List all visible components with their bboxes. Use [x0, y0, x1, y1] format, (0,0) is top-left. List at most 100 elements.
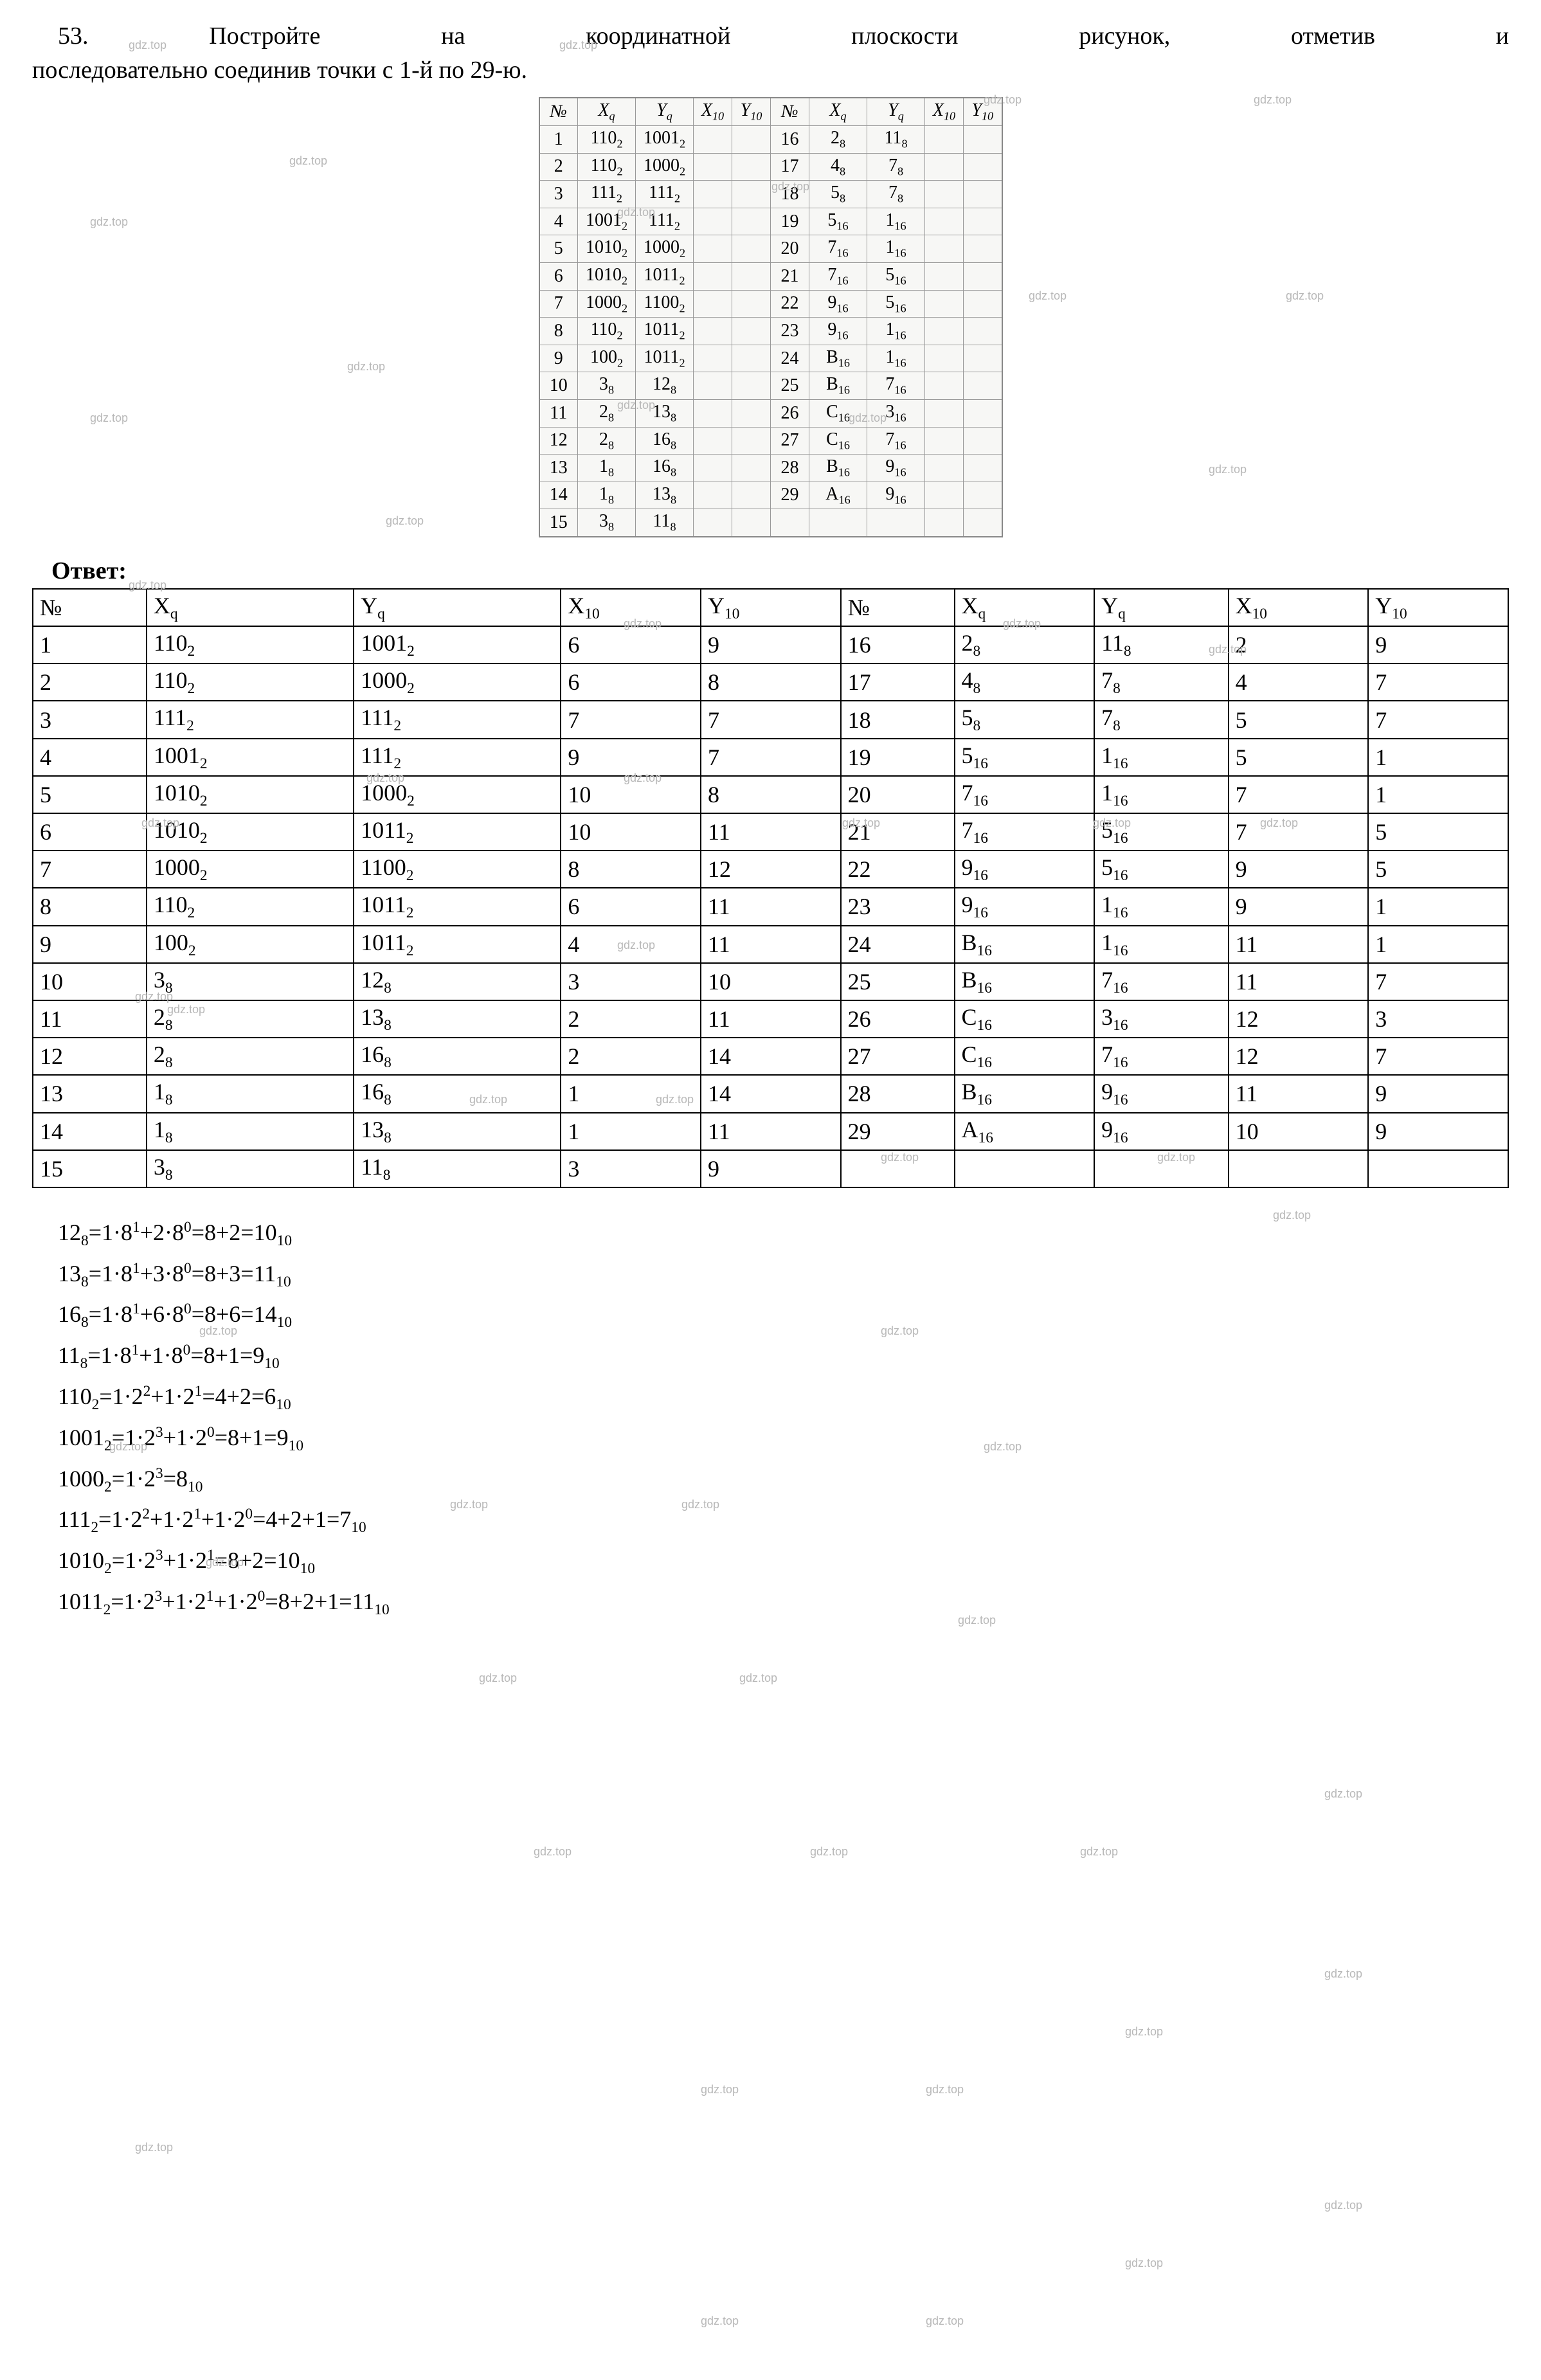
- table-cell: 9: [1229, 888, 1369, 925]
- scan-header-cell: Y10: [964, 98, 1002, 125]
- table-cell: 27: [841, 1038, 955, 1075]
- table-cell: 29: [771, 482, 809, 509]
- table-cell: [964, 399, 1002, 427]
- table-cell: 10002: [147, 851, 354, 888]
- table-cell: 24: [841, 926, 955, 963]
- table-cell: 10102: [578, 262, 636, 290]
- table-cell: [925, 290, 964, 318]
- table-cell: 716: [1094, 1038, 1228, 1075]
- table-cell: 28: [578, 427, 636, 455]
- table-cell: 10112: [354, 813, 561, 851]
- table-cell: 9: [561, 739, 701, 776]
- table-cell: 14: [539, 482, 578, 509]
- table-row: 6101021011210112171651675: [33, 813, 1508, 851]
- ans-header-cell: №: [33, 589, 147, 626]
- table-cell: 1112: [636, 208, 694, 235]
- watermark: gdz.top: [1080, 1845, 1118, 1859]
- table-cell: [732, 509, 771, 537]
- table-cell: 4: [539, 208, 578, 235]
- table-cell: 19: [841, 739, 955, 776]
- table-cell: 23: [841, 888, 955, 925]
- table-cell: 916: [1094, 1075, 1228, 1112]
- table-cell: 1112: [354, 701, 561, 738]
- table-cell: 6: [539, 262, 578, 290]
- table-cell: [694, 482, 732, 509]
- problem-line1: 53. Постройте на координатной плоскости …: [32, 19, 1509, 53]
- table-cell: 14: [701, 1038, 841, 1075]
- table-cell: [732, 290, 771, 318]
- table-cell: 128: [354, 963, 561, 1000]
- table-cell: 28: [955, 626, 1095, 663]
- table-cell: 12: [701, 851, 841, 888]
- watermark: gdz.top: [926, 2083, 964, 2096]
- calculation-line: 138=1·81+3·80=8+3=1110: [58, 1255, 1509, 1295]
- table-cell: 1: [1368, 739, 1508, 776]
- table-cell: 21: [841, 813, 955, 851]
- table-cell: 916: [867, 455, 925, 482]
- table-cell: 7: [539, 290, 578, 318]
- table-row: 112813826C16316: [539, 399, 1002, 427]
- ans-header-cell: Yq: [354, 589, 561, 626]
- table-cell: 116: [867, 318, 925, 345]
- answer-table: №XqYqX10Y10№XqYqX10Y10 11102100126916281…: [32, 588, 1509, 1188]
- table-cell: 11: [701, 926, 841, 963]
- watermark: gdz.top: [1125, 2025, 1163, 2039]
- table-cell: 20: [771, 235, 809, 263]
- scan-header-cell: №: [771, 98, 809, 125]
- table-cell: 118: [354, 1150, 561, 1187]
- table-cell: 15: [539, 509, 578, 537]
- table-cell: [694, 345, 732, 372]
- table-cell: [1368, 1150, 1508, 1187]
- table-cell: B16: [955, 926, 1095, 963]
- table-cell: [694, 235, 732, 263]
- table-cell: [964, 345, 1002, 372]
- table-cell: [925, 181, 964, 208]
- table-cell: [964, 372, 1002, 400]
- table-cell: 28: [147, 1000, 354, 1038]
- table-cell: 1: [1368, 888, 1508, 925]
- table-cell: 11: [1229, 926, 1369, 963]
- calculation-line: 10102=1·23+1·21=8+2=1010: [58, 1542, 1509, 1582]
- table-cell: 1102: [578, 318, 636, 345]
- table-cell: 116: [867, 208, 925, 235]
- table-cell: 18: [578, 482, 636, 509]
- table-cell: 1112: [578, 181, 636, 208]
- table-cell: 11: [701, 1000, 841, 1038]
- table-cell: 2: [1229, 626, 1369, 663]
- table-cell: 138: [354, 1000, 561, 1038]
- table-cell: [964, 181, 1002, 208]
- table-cell: [925, 399, 964, 427]
- table-cell: 22: [771, 290, 809, 318]
- table-cell: 5: [1368, 851, 1508, 888]
- table-row: 141813829A16916: [539, 482, 1002, 509]
- table-cell: [925, 153, 964, 181]
- table-cell: 1102: [147, 626, 354, 663]
- table-cell: [694, 455, 732, 482]
- table-cell: 916: [867, 482, 925, 509]
- table-cell: 20: [841, 776, 955, 813]
- table-cell: 19: [771, 208, 809, 235]
- table-cell: 8: [561, 851, 701, 888]
- table-cell: 9: [701, 626, 841, 663]
- calculations-block: 128=1·81+2·80=8+2=1010138=1·81+3·80=8+3=…: [58, 1214, 1509, 1623]
- table-cell: [955, 1150, 1095, 1187]
- table-cell: 7: [1229, 776, 1369, 813]
- table-row: 1538118: [539, 509, 1002, 537]
- source-table: №XqYqX10Y10№XqYqX10Y10 11102100121628118…: [539, 97, 1003, 537]
- table-cell: [925, 372, 964, 400]
- table-cell: 58: [955, 701, 1095, 738]
- table-cell: 29: [841, 1113, 955, 1150]
- table-cell: [732, 345, 771, 372]
- table-cell: 516: [955, 739, 1095, 776]
- table-cell: 10112: [636, 318, 694, 345]
- table-cell: [694, 125, 732, 153]
- table-cell: 7: [1368, 663, 1508, 701]
- table-cell: 116: [1094, 739, 1228, 776]
- ans-header-cell: Yq: [1094, 589, 1228, 626]
- watermark: gdz.top: [1324, 1967, 1362, 1981]
- table-cell: 12: [33, 1038, 147, 1075]
- table-cell: 11: [701, 888, 841, 925]
- table-cell: 3: [561, 1150, 701, 1187]
- calculation-line: 10002=1·23=810: [58, 1460, 1509, 1500]
- table-cell: C16: [809, 427, 867, 455]
